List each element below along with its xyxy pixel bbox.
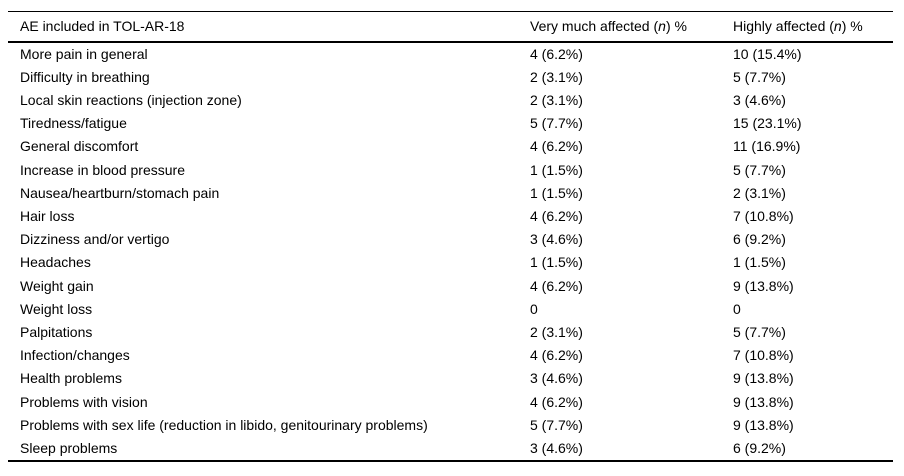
- very-much-affected-cell: 1 (1.5%): [530, 161, 583, 178]
- table-row: Weight gain 4 (6.2%) 9 (13.8%): [8, 275, 893, 298]
- column-header-highly-post: ) %: [841, 18, 863, 35]
- ae-cell: Hair loss: [20, 207, 75, 224]
- highly-affected-cell: 3 (4.6%): [733, 91, 786, 108]
- ae-cell: Problems with vision: [20, 393, 148, 410]
- very-much-affected-cell: 2 (3.1%): [530, 323, 583, 340]
- highly-affected-cell: 9 (13.8%): [733, 370, 794, 387]
- ae-cell: General discomfort: [20, 138, 139, 155]
- very-much-affected-cell: 2 (3.1%): [530, 91, 583, 108]
- highly-affected-cell: 5 (7.7%): [733, 68, 786, 85]
- table-row: Infection/changes 4 (6.2%) 7 (10.8%): [8, 344, 893, 367]
- table-row: Increase in blood pressure 1 (1.5%) 5 (7…: [8, 159, 893, 182]
- column-header-highly-affected: Highly affected (n) %: [721, 11, 893, 43]
- ae-cell: Weight gain: [20, 277, 94, 294]
- table-row: Hair loss 4 (6.2%) 7 (10.8%): [8, 205, 893, 228]
- table-row: Health problems 3 (4.6%) 9 (13.8%): [8, 367, 893, 390]
- highly-affected-cell: 11 (16.9%): [733, 138, 801, 155]
- highly-affected-cell: 5 (7.7%): [733, 161, 786, 178]
- highly-affected-cell: 0: [733, 300, 741, 317]
- highly-affected-cell: 1 (1.5%): [733, 254, 786, 271]
- highly-affected-cell: 6 (9.2%): [733, 439, 786, 456]
- very-much-affected-cell: 3 (4.6%): [530, 231, 583, 248]
- very-much-affected-cell: 5 (7.7%): [530, 416, 583, 433]
- very-much-affected-cell: 4 (6.2%): [530, 207, 583, 224]
- very-much-affected-cell: 2 (3.1%): [530, 68, 583, 85]
- ae-cell: Difficulty in breathing: [20, 68, 150, 85]
- table-row: Tiredness/fatigue 5 (7.7%) 15 (23.1%): [8, 112, 893, 135]
- highly-affected-cell: 7 (10.8%): [733, 347, 794, 364]
- highly-affected-cell: 9 (13.8%): [733, 277, 794, 294]
- very-much-affected-cell: 5 (7.7%): [530, 115, 583, 132]
- ae-cell: Weight loss: [20, 300, 93, 317]
- column-header-ae-label: AE included in TOL-AR-18: [20, 18, 185, 35]
- table-row: Headaches 1 (1.5%) 1 (1.5%): [8, 251, 893, 274]
- table-row: Problems with vision 4 (6.2%) 9 (13.8%): [8, 391, 893, 414]
- ae-table: AE included in TOL-AR-18 Very much affec…: [8, 11, 893, 463]
- very-much-affected-cell: 4 (6.2%): [530, 277, 583, 294]
- table-row: Problems with sex life (reduction in lib…: [8, 414, 893, 437]
- column-header-highly-n: n: [833, 18, 842, 35]
- column-header-very-much-affected: Very much affected (n) %: [518, 11, 721, 43]
- table-row: General discomfort 4 (6.2%) 11 (16.9%): [8, 135, 893, 158]
- very-much-affected-cell: 1 (1.5%): [530, 254, 583, 271]
- very-much-affected-cell: 4 (6.2%): [530, 45, 583, 62]
- table-row: Difficulty in breathing 2 (3.1%) 5 (7.7%…: [8, 66, 893, 89]
- column-header-very-much-n: n: [658, 18, 666, 35]
- highly-affected-cell: 10 (15.4%): [733, 45, 802, 62]
- very-much-affected-cell: 3 (4.6%): [530, 439, 583, 456]
- ae-cell: Increase in blood pressure: [20, 161, 185, 178]
- ae-cell: Sleep problems: [20, 439, 118, 456]
- ae-cell: Dizziness and/or vertigo: [20, 231, 170, 248]
- table-row: Palpitations 2 (3.1%) 5 (7.7%): [8, 321, 893, 344]
- table-row: Weight loss 0 0: [8, 298, 893, 321]
- very-much-affected-cell: 4 (6.2%): [530, 393, 583, 410]
- highly-affected-cell: 15 (23.1%): [733, 115, 802, 132]
- ae-cell: Nausea/heartburn/stomach pain: [20, 184, 220, 201]
- ae-cell: Headaches: [20, 254, 91, 271]
- column-header-highly-pre: Highly affected (: [733, 18, 834, 35]
- highly-affected-cell: 6 (9.2%): [733, 231, 786, 248]
- very-much-affected-cell: 0: [530, 300, 538, 317]
- column-header-very-much-post: ) %: [665, 18, 687, 35]
- column-header-very-much-pre: Very much affected (: [530, 18, 659, 35]
- table-row: More pain in general 4 (6.2%) 10 (15.4%): [8, 42, 893, 66]
- highly-affected-cell: 5 (7.7%): [733, 323, 786, 340]
- ae-cell: Palpitations: [20, 323, 93, 340]
- highly-affected-cell: 9 (13.8%): [733, 416, 794, 433]
- very-much-affected-cell: 4 (6.2%): [530, 347, 583, 364]
- column-header-ae: AE included in TOL-AR-18: [8, 11, 518, 43]
- table-body: More pain in general 4 (6.2%) 10 (15.4%)…: [8, 42, 893, 462]
- table-header-row: AE included in TOL-AR-18 Very much affec…: [8, 11, 893, 43]
- table-row: Dizziness and/or vertigo 3 (4.6%) 6 (9.2…: [8, 228, 893, 251]
- very-much-affected-cell: 4 (6.2%): [530, 138, 583, 155]
- ae-cell: Infection/changes: [20, 347, 130, 364]
- table-row: Local skin reactions (injection zone) 2 …: [8, 89, 893, 112]
- table-row: Sleep problems 3 (4.6%) 6 (9.2%): [8, 437, 893, 461]
- ae-cell: Health problems: [20, 370, 122, 387]
- ae-cell: Local skin reactions (injection zone): [20, 91, 242, 108]
- table-row: Nausea/heartburn/stomach pain 1 (1.5%) 2…: [8, 182, 893, 205]
- highly-affected-cell: 9 (13.8%): [733, 393, 794, 410]
- highly-affected-cell: 7 (10.8%): [733, 207, 794, 224]
- ae-cell: More pain in general: [20, 45, 148, 62]
- ae-cell: Tiredness/fatigue: [20, 115, 127, 132]
- very-much-affected-cell: 1 (1.5%): [530, 184, 583, 201]
- ae-cell: Problems with sex life (reduction in lib…: [20, 416, 428, 433]
- very-much-affected-cell: 3 (4.6%): [530, 370, 583, 387]
- highly-affected-cell: 2 (3.1%): [733, 184, 786, 201]
